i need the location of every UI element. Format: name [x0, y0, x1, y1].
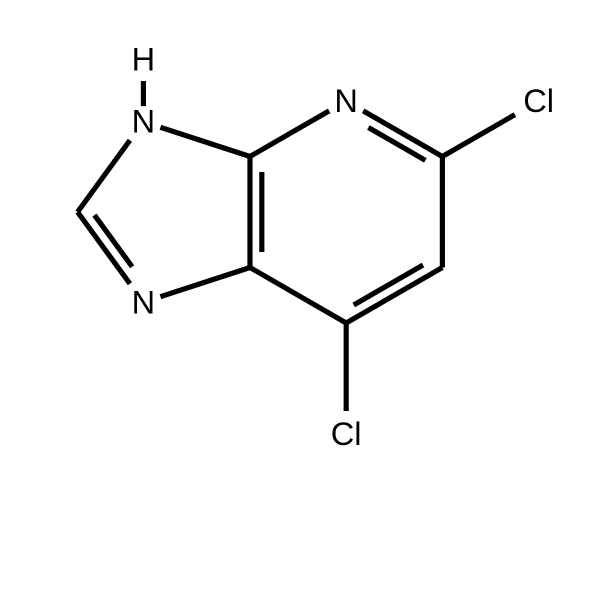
- atom-label-H_top: H: [132, 42, 156, 78]
- atom-label-N_pyr: N: [334, 83, 358, 119]
- atom-label-Cl_top: Cl: [523, 83, 554, 119]
- molecule-canvas: NNNHClCl: [0, 0, 600, 600]
- atom-label-Cl_bot: Cl: [331, 416, 362, 452]
- atom-label-N_bot: N: [132, 284, 156, 320]
- atom-label-N_top: N: [132, 104, 156, 140]
